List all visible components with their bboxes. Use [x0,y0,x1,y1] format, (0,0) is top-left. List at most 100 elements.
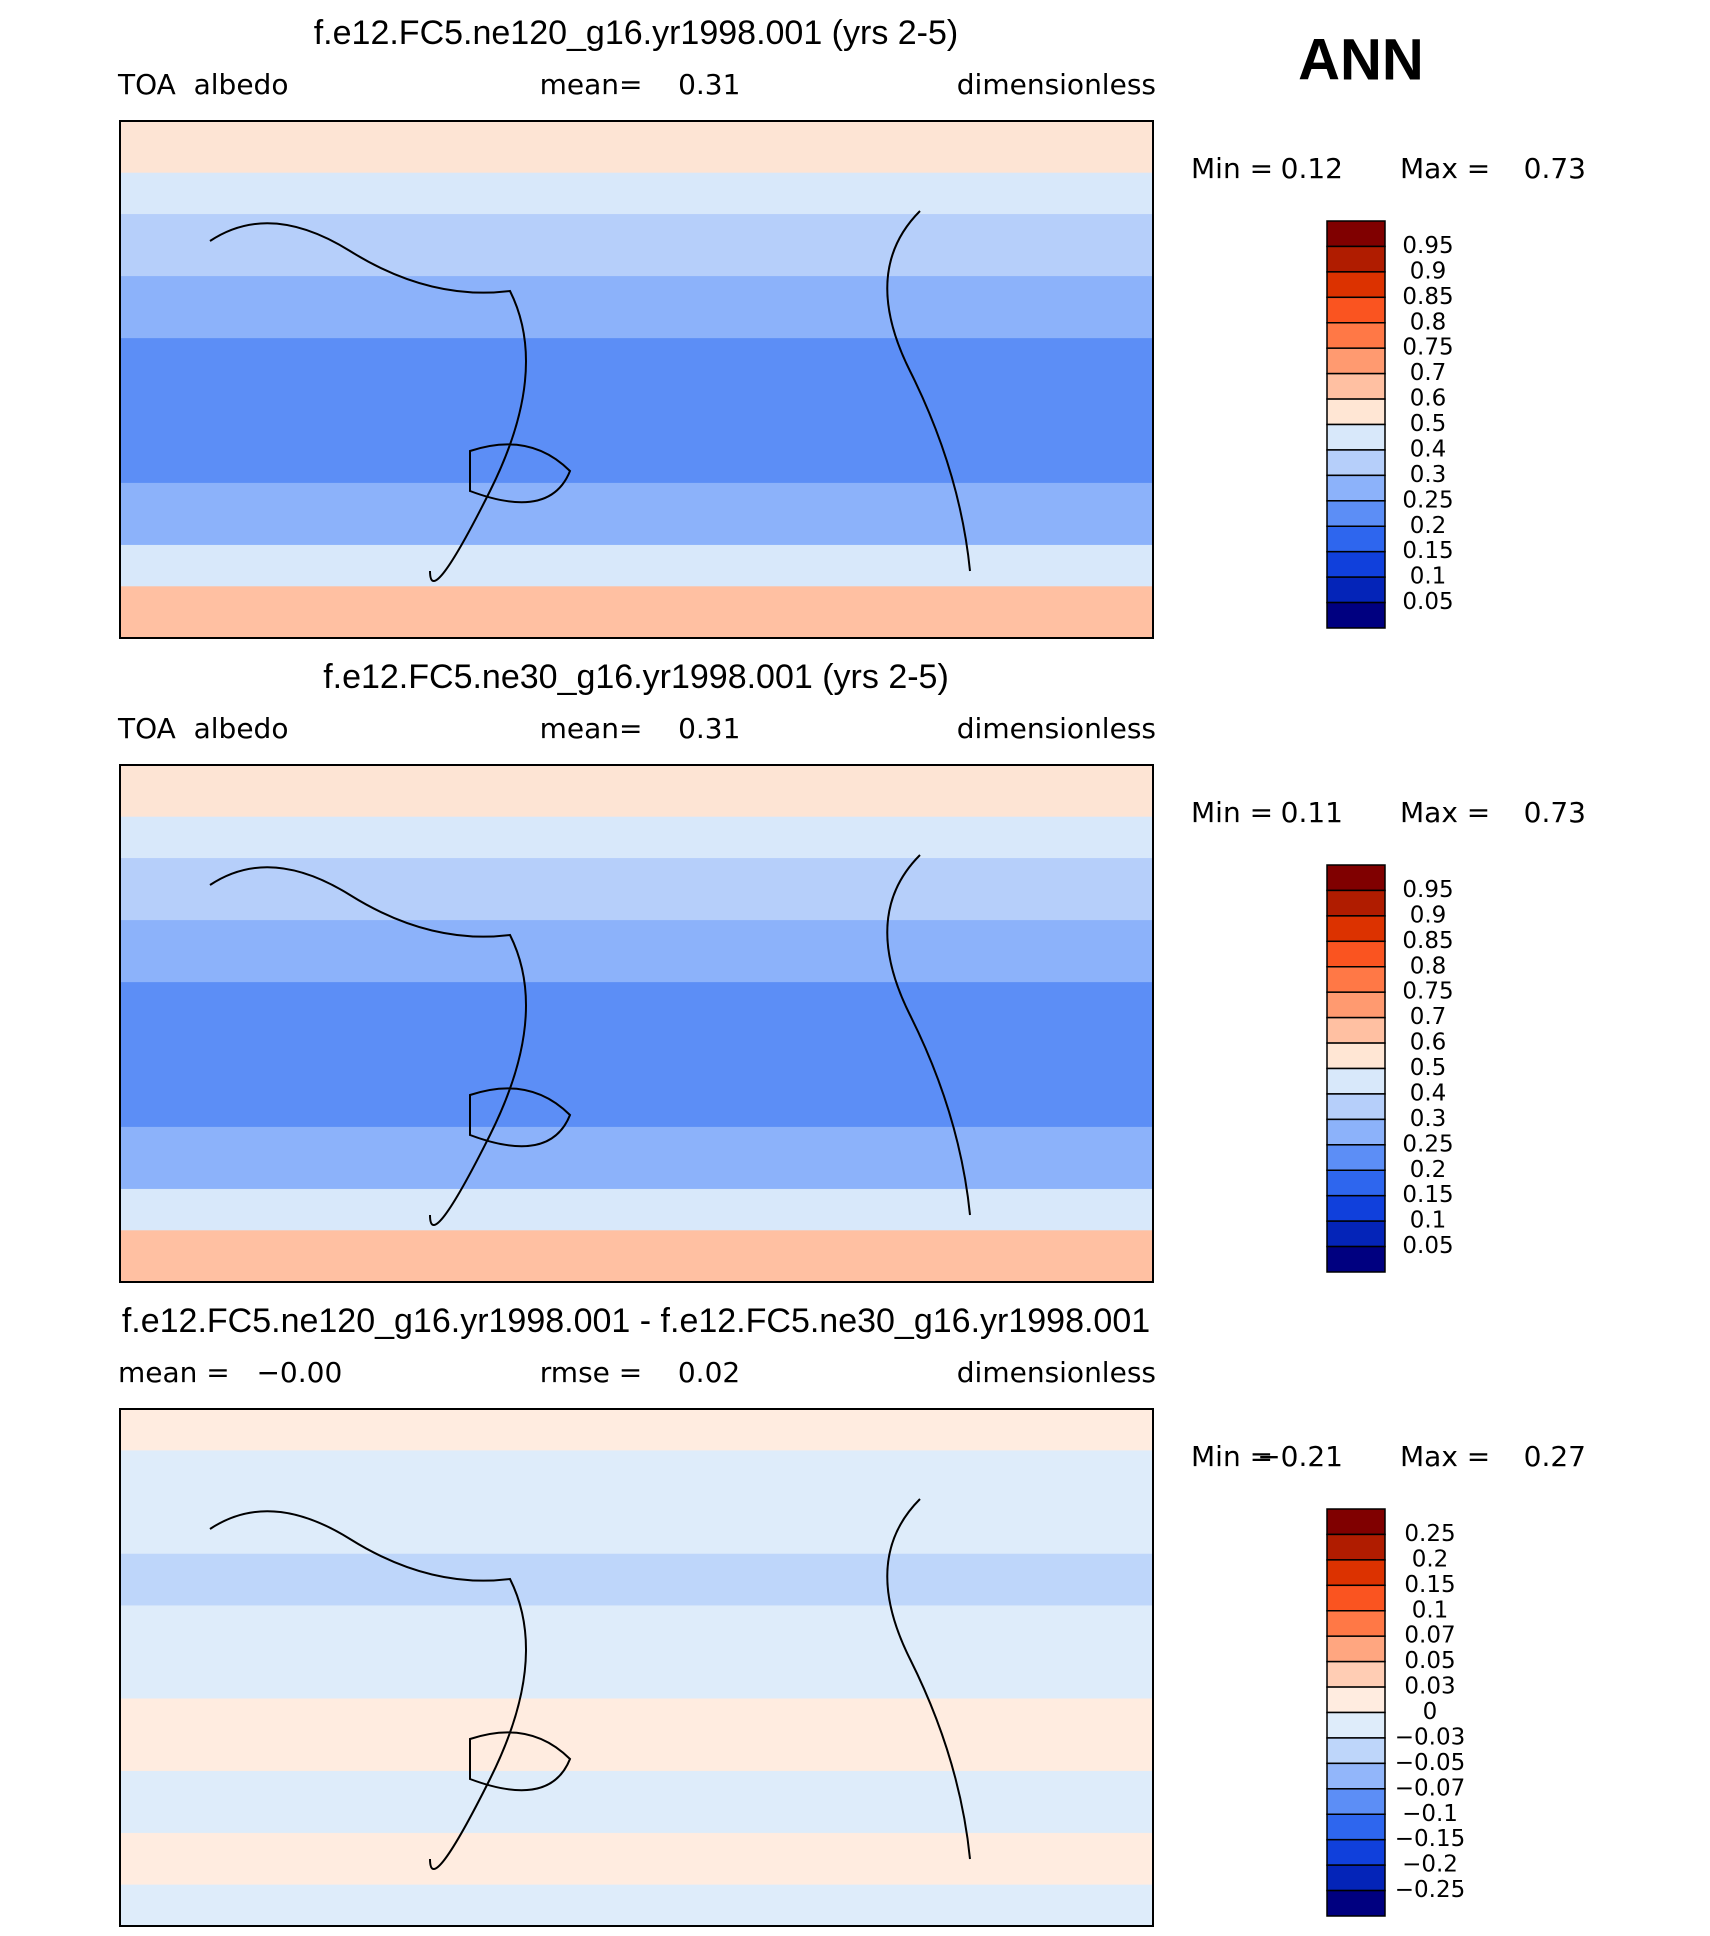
colorbar-label: 0.85 [1402,284,1453,310]
colorbar-label: 0.3 [1410,462,1447,488]
left-label: TOA albedo [117,68,288,101]
map-band [120,920,1153,983]
max-value: 0.73 [1524,796,1586,829]
min-label: Min = [1191,1440,1273,1473]
map-band [120,1230,1153,1283]
colorbar-label: 0.7 [1410,360,1447,386]
colorbar-box [1326,1220,1386,1248]
max-label: Max = [1400,152,1490,185]
colorbar-box [1326,474,1386,502]
colorbar-box [1326,1245,1386,1273]
map-band [120,1770,1153,1834]
map-frame [119,764,1154,1283]
map-frame [119,1408,1154,1927]
map-band [120,544,1153,587]
colorbar-label: 0.75 [1402,335,1453,361]
max-label: Max = [1400,1440,1490,1473]
map-band [120,482,1153,546]
colorbar-box [1326,1660,1386,1688]
colorbar-box [1326,1737,1386,1765]
colorbar-label: 0.07 [1404,1623,1455,1649]
colorbar-box [1326,1042,1386,1070]
colorbar-label: 0.95 [1402,877,1453,903]
colorbar-label: 0.15 [1402,1182,1453,1208]
map-band [120,420,1153,484]
map-band [120,1832,1153,1886]
map-band [120,765,1153,818]
colorbar-box [1326,991,1386,1019]
colorbar-label: −0.05 [1395,1750,1465,1776]
colorbar-box [1326,1864,1386,1892]
colorbar-box [1326,576,1386,604]
panel-title: f.e12.FC5.ne30_g16.yr1998.001 (yrs 2-5) [323,658,949,696]
panel-title: f.e12.FC5.ne120_g16.yr1998.001 - f.e12.F… [122,1302,1150,1340]
map-band [120,858,1153,921]
center-label: mean= 0.31 [540,712,741,745]
colorbar-box [1326,372,1386,400]
center-label: rmse = 0.02 [540,1356,740,1389]
colorbar-box [1326,296,1386,324]
map-band [120,1884,1153,1927]
colorbar-box [1326,347,1386,375]
map-band [120,1553,1153,1606]
map-band [120,1605,1153,1700]
colorbar-box [1326,889,1386,917]
colorbar-box [1326,550,1386,578]
map-band [120,172,1153,215]
colorbar-label: 0.4 [1410,1080,1447,1106]
colorbar-label: 0.9 [1410,902,1447,928]
colorbar-label: −0.07 [1395,1775,1465,1801]
colorbar-box [1326,322,1386,349]
colorbar-label: 0.8 [1410,953,1447,979]
colorbar-label: 0.1 [1412,1597,1449,1623]
colorbar-label: 0 [1423,1699,1438,1725]
map-band [120,816,1153,859]
colorbar-box [1326,966,1386,993]
colorbar-label: 0.5 [1410,1055,1447,1081]
colorbar-label: 0.7 [1410,1004,1447,1030]
map-band [120,1409,1153,1451]
colorbar-box [1326,1838,1386,1866]
colorbar-box [1326,1093,1386,1121]
colorbar-label: 0.15 [1404,1572,1455,1598]
colorbar-label: 0.95 [1402,233,1453,259]
colorbar-box [1326,423,1386,451]
colorbar-box [1326,1144,1386,1171]
colorbar-label: 0.3 [1410,1106,1447,1132]
panel-title: f.e12.FC5.ne120_g16.yr1998.001 (yrs 2-5) [314,14,959,52]
units-label: dimensionless [957,68,1156,101]
colorbar-label: 0.1 [1410,1208,1447,1234]
colorbar-label: −0.25 [1395,1877,1465,1903]
colorbar-box [1326,525,1386,553]
map-band [120,1188,1153,1231]
colorbar-box [1326,1711,1386,1739]
map-band [120,1064,1153,1128]
map-band [120,982,1153,1066]
map-band [120,121,1153,174]
colorbar-box [1326,940,1386,968]
map-frame [119,120,1154,639]
colorbar-box [1326,1635,1386,1663]
colorbar-label: −0.1 [1402,1801,1458,1827]
colorbar-label: 0.25 [1402,487,1453,513]
colorbar-label: 0.4 [1410,436,1447,462]
colorbar-box [1326,271,1386,299]
colorbar-label: 0.15 [1402,538,1453,564]
min-label: Min = [1191,796,1273,829]
colorbar-box [1326,1508,1386,1536]
colorbar-label: 0.2 [1410,513,1447,539]
season-title: ANN [1298,27,1424,92]
center-label: mean= 0.31 [540,68,741,101]
units-label: dimensionless [957,712,1156,745]
map-band [120,1450,1153,1555]
colorbar-label: 0.75 [1402,979,1453,1005]
colorbar-label: 0.05 [1402,589,1453,615]
colorbar-label: 0.5 [1410,411,1447,437]
min-label: Min = [1191,152,1273,185]
colorbar-box [1326,449,1386,477]
colorbar-box [1326,1118,1386,1146]
colorbar-label: 0.2 [1410,1157,1447,1183]
map-band [120,276,1153,339]
units-label: dimensionless [957,1356,1156,1389]
